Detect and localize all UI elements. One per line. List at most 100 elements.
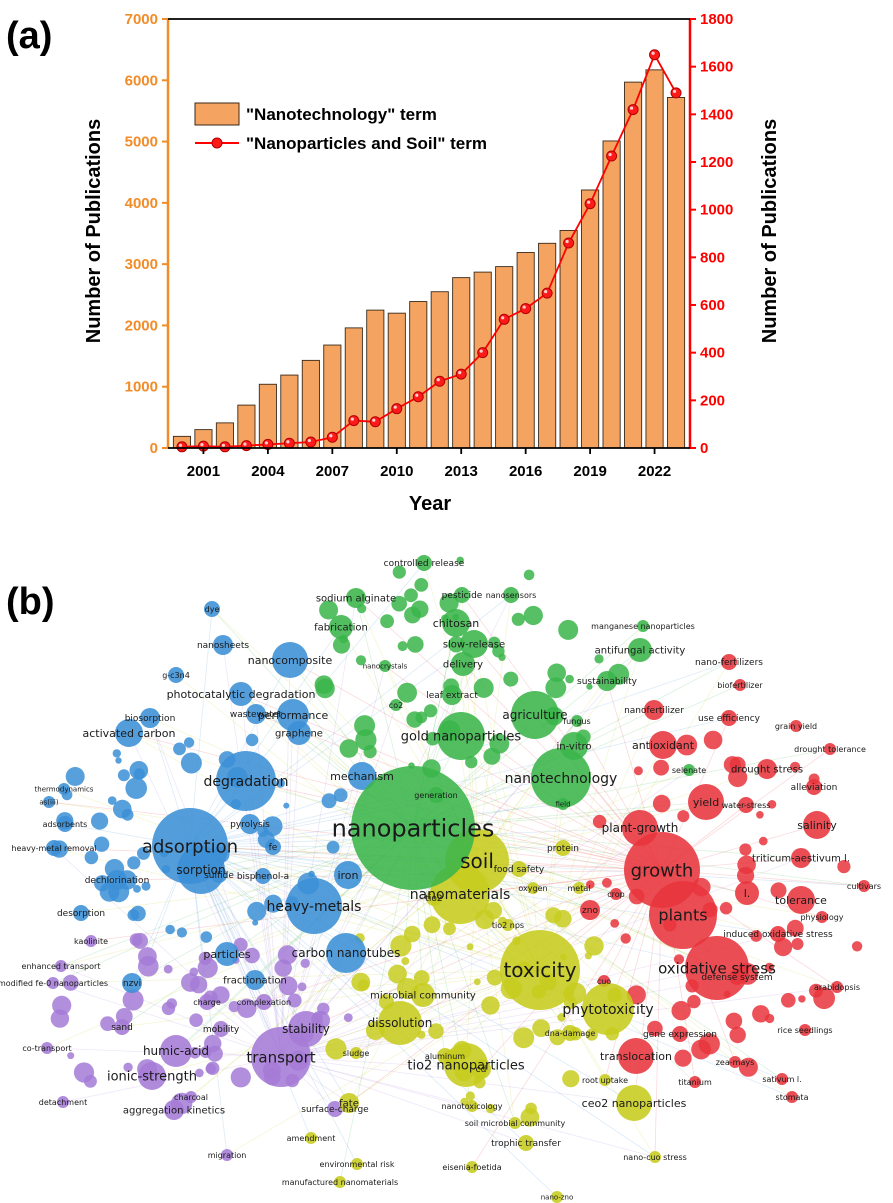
network-node-minor xyxy=(456,556,464,564)
network-term-label: in-vitro xyxy=(556,742,591,753)
network-node-minor xyxy=(133,885,141,893)
network-node-minor xyxy=(247,901,267,921)
network-node-minor xyxy=(406,711,423,728)
network-node-minor xyxy=(513,1027,535,1049)
network-node-minor xyxy=(65,767,85,786)
line-point-highlight xyxy=(522,305,526,309)
network-node xyxy=(43,796,55,808)
network-node xyxy=(571,715,583,727)
network-node-minor xyxy=(738,1057,758,1077)
line-point-highlight xyxy=(372,418,376,422)
network-node xyxy=(334,861,362,889)
network-term-label: charge xyxy=(193,998,221,1007)
network-node xyxy=(573,882,585,894)
network-node-minor xyxy=(770,882,787,899)
network-node-minor xyxy=(212,986,230,1004)
network-node-minor xyxy=(354,715,376,737)
network-link xyxy=(473,643,541,971)
network-node-minor xyxy=(173,742,186,756)
network-node-minor xyxy=(443,922,456,936)
network-term-label: metal xyxy=(568,884,591,893)
network-term-label: leaf extract xyxy=(426,691,478,701)
network-term-label: heavy-metals xyxy=(267,899,362,915)
network-node-minor xyxy=(786,919,804,937)
network-term-label: nzvi xyxy=(123,979,141,989)
network-link xyxy=(189,845,635,1104)
network-node-minor xyxy=(228,1001,240,1013)
line-point-2002 xyxy=(219,441,231,453)
network-node xyxy=(245,970,265,990)
network-link xyxy=(280,694,453,1058)
network-term-label: oxidative stress xyxy=(658,959,776,977)
line-point-highlight xyxy=(329,434,333,438)
network-node-minor xyxy=(112,749,122,758)
network-node-minor xyxy=(205,1063,217,1074)
network-node xyxy=(580,900,600,920)
network-node-minor xyxy=(739,843,752,856)
network-node-minor xyxy=(137,846,150,860)
network-node xyxy=(221,1149,233,1161)
network-node-minor xyxy=(93,836,110,852)
legend: "Nanotechnology" term "Nanoparticles and… xyxy=(194,102,487,153)
network-term-label: g-c3n4 xyxy=(162,671,190,680)
network-node xyxy=(770,926,786,942)
network-link xyxy=(476,860,793,1098)
bar-2016 xyxy=(516,252,535,449)
network-term-label: translocation xyxy=(600,1050,672,1063)
line-point-2021 xyxy=(627,104,639,116)
network-term-label: degradation xyxy=(203,774,288,790)
network-term-label: manganese nanoparticles xyxy=(591,622,695,631)
network-term-label: fate xyxy=(339,1099,359,1110)
network-term-label: activated carbon xyxy=(83,727,176,740)
network-node xyxy=(738,797,754,813)
network-term-label: surface-charge xyxy=(301,1105,369,1115)
network-term-label: food safety xyxy=(494,865,545,875)
network-term-label: slow-release xyxy=(443,640,505,651)
line-point-highlight xyxy=(544,289,548,294)
network-link xyxy=(189,608,213,847)
network-node-minor xyxy=(423,916,441,934)
network-node xyxy=(164,1100,184,1120)
network-term-label: desorption xyxy=(57,909,105,919)
right-tick-label: 0 xyxy=(700,440,708,457)
network-term-label: complexation xyxy=(237,998,291,1007)
network-node xyxy=(114,1019,130,1035)
line-point-highlight xyxy=(415,393,419,397)
network-node-minor xyxy=(729,1026,746,1044)
network-labels: nanoparticles soil toxicity nanomaterials ad… xyxy=(0,559,881,1201)
network-node xyxy=(122,973,142,993)
x-tick-label: 2001 xyxy=(187,463,220,480)
network-term-label: iron xyxy=(337,869,358,882)
network-term-label: nano-fertilizers xyxy=(695,658,763,668)
network-node-minor xyxy=(798,995,806,1003)
left-tick-label: 2000 xyxy=(125,317,158,334)
right-tick-label: 800 xyxy=(700,249,725,266)
line-point-highlight xyxy=(565,239,569,244)
right-tick-label: 1400 xyxy=(700,106,733,123)
network-term-label: cd xyxy=(476,1065,487,1075)
tick-labels: 0 1000 2000 3000 4000 5000 6000 7000 0 200 400 600 8… xyxy=(125,11,734,480)
network-node-minor xyxy=(725,1012,743,1030)
network-link xyxy=(189,626,342,847)
network-node-minor xyxy=(652,794,671,813)
network-term-label: sulfide xyxy=(204,871,234,881)
line-point-highlight xyxy=(436,378,440,382)
network-node-minor xyxy=(94,875,111,892)
network-node-minor xyxy=(562,1070,580,1088)
network-term-label: l. xyxy=(744,887,751,900)
left-tick-label: 7000 xyxy=(125,11,158,28)
x-tick-label: 2022 xyxy=(638,463,671,480)
network-term-label: sorption xyxy=(176,863,225,877)
network-term-label: microbial community xyxy=(370,991,476,1002)
bar-2022 xyxy=(645,69,664,449)
bar-2023 xyxy=(666,96,686,449)
network-node xyxy=(454,587,470,603)
network-node xyxy=(644,700,664,720)
panel-label-b: (b) xyxy=(6,581,55,623)
bar-2020 xyxy=(602,140,621,449)
network-node xyxy=(339,1093,359,1113)
network-node-minor xyxy=(133,768,145,780)
panel-label-a: (a) xyxy=(6,15,52,57)
network-node-minor xyxy=(558,619,579,640)
network-term-label: gene expression xyxy=(643,1030,717,1040)
